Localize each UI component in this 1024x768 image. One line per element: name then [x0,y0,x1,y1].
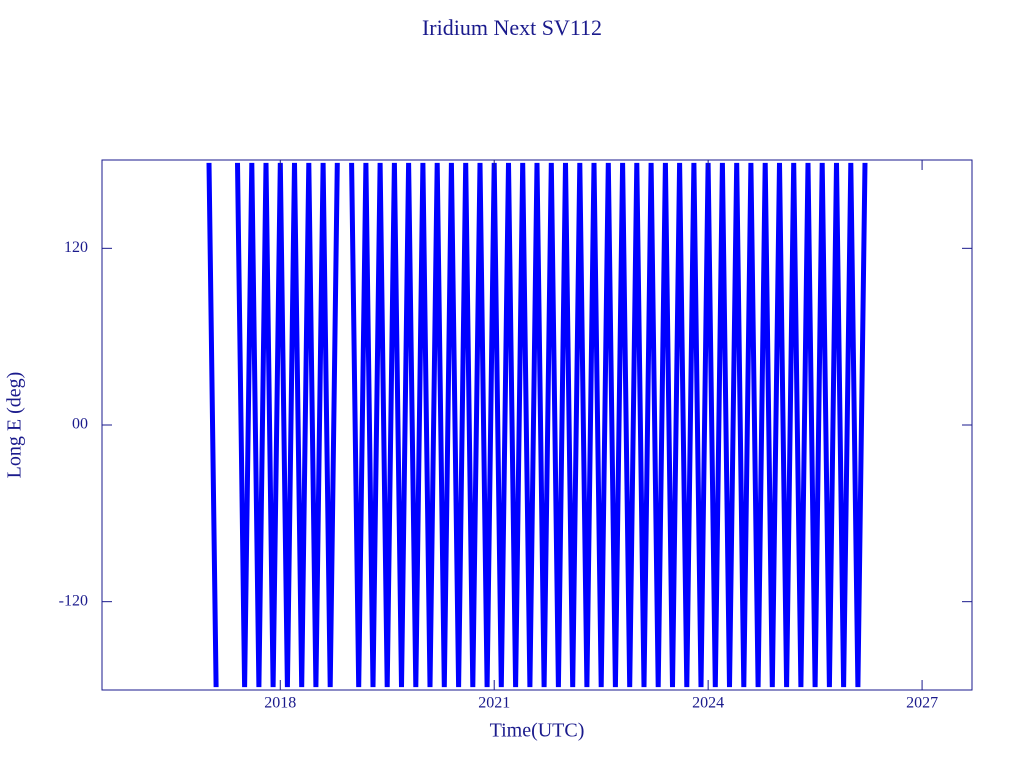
y-tick-label: -120 [59,592,88,609]
x-tick-label: 2018 [264,695,296,712]
y-tick-label: 00 [72,416,88,433]
x-tick-label: 2027 [906,695,938,712]
y-axis-label: Long E (deg) [4,372,26,479]
x-tick-label: 2021 [478,695,510,712]
x-tick-label: 2024 [692,695,724,712]
y-tick-label: 120 [64,239,88,256]
chart-title: Iridium Next SV112 [422,15,602,40]
data-line [206,162,868,688]
x-axis-label: Time(UTC) [490,720,585,742]
